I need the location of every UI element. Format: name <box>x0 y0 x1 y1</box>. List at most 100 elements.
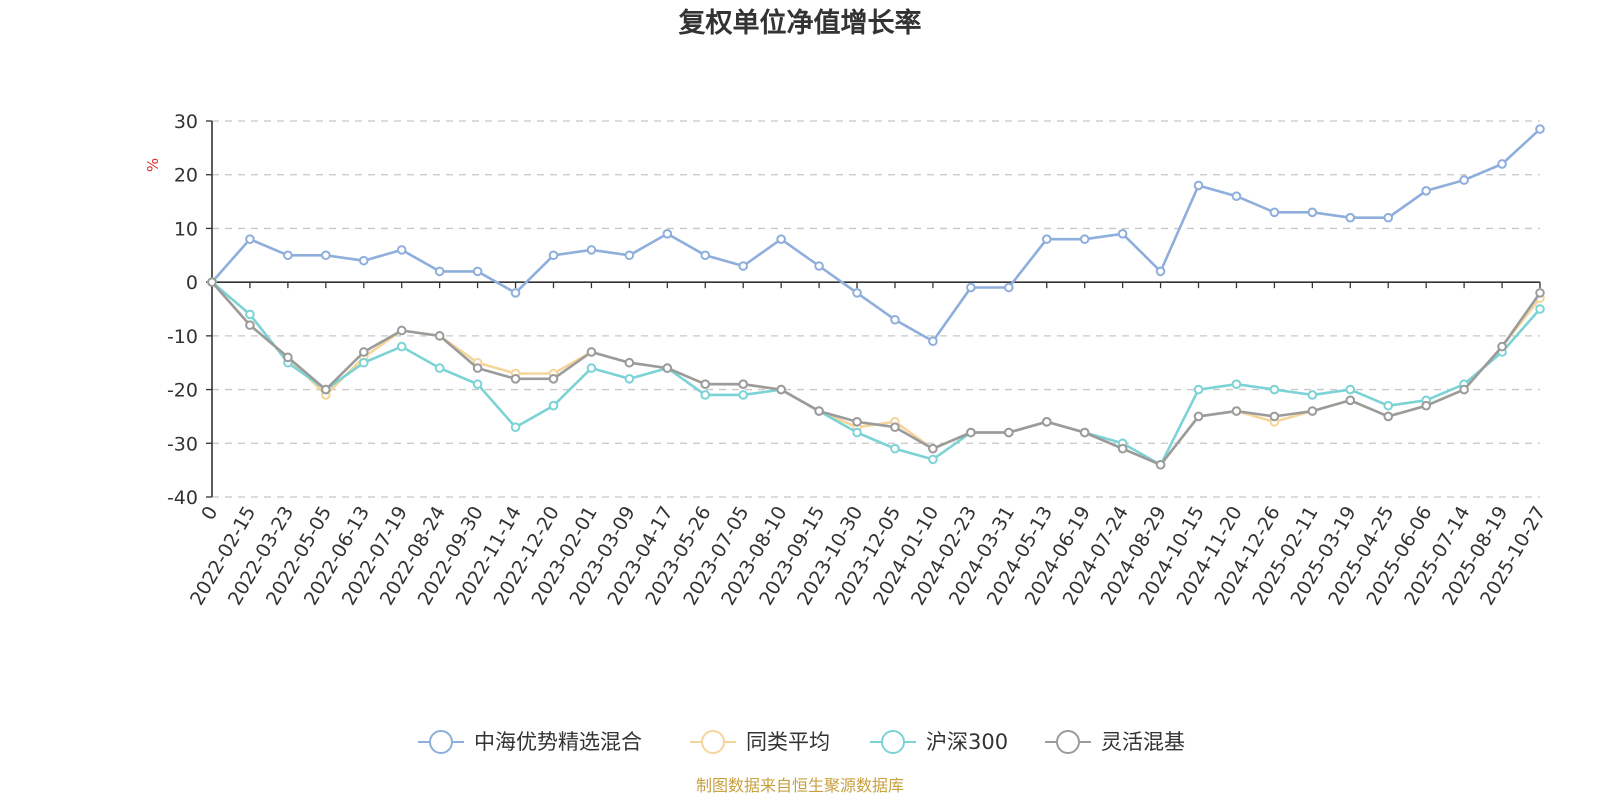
data-point <box>586 245 597 255</box>
data-point <box>1269 411 1280 422</box>
data-point <box>396 245 407 255</box>
data-point <box>1421 186 1431 196</box>
series-line-3 <box>210 280 1542 467</box>
y-tick-label: 10 <box>174 218 198 240</box>
axes: 3020100-10-20-30-4002022-02-152022-03-23… <box>167 111 1550 609</box>
data-point <box>776 384 786 395</box>
data-point <box>1383 411 1394 422</box>
data-point <box>472 379 483 390</box>
legend[interactable]: 中海优势精选混合 同类平均 沪深300 灵活混基 <box>418 730 1185 754</box>
y-tick-label: -20 <box>167 380 198 402</box>
data-point <box>1231 379 1242 390</box>
data-point <box>928 454 938 465</box>
data-point <box>1231 191 1242 201</box>
data-point <box>1535 124 1545 134</box>
y-axis-unit-label: % <box>144 158 162 172</box>
data-point <box>738 390 749 400</box>
data-point <box>814 261 824 271</box>
data-point <box>358 357 369 368</box>
data-point <box>928 443 938 454</box>
legend-label: 中海优势精选混合 <box>474 730 642 754</box>
legend-marker <box>1056 730 1080 754</box>
data-point <box>1193 384 1204 395</box>
data-point <box>1079 234 1090 244</box>
data-point <box>434 266 445 277</box>
data-point <box>1041 417 1052 427</box>
data-point <box>662 363 673 373</box>
legend-label: 同类平均 <box>746 730 830 754</box>
data-point <box>662 229 673 239</box>
data-point <box>1307 207 1318 218</box>
data-point <box>321 384 331 395</box>
legend-item-2[interactable]: 沪深300 <box>870 730 1008 754</box>
legend-marker <box>429 730 453 754</box>
data-point <box>321 250 331 261</box>
data-point <box>207 277 217 287</box>
data-point <box>283 250 293 261</box>
data-point <box>966 282 976 293</box>
y-tick-label: 30 <box>174 111 198 133</box>
data-point <box>434 331 445 341</box>
data-point <box>283 352 293 363</box>
data-point <box>1269 207 1280 218</box>
data-point <box>1307 406 1318 416</box>
legend-item-3[interactable]: 灵活混基 <box>1045 730 1185 754</box>
data-point <box>1004 282 1014 293</box>
data-point <box>396 325 407 336</box>
data-point <box>1345 395 1356 406</box>
data-point <box>510 422 521 432</box>
data-point <box>1193 411 1204 422</box>
data-point <box>700 379 711 390</box>
data-point <box>700 390 711 400</box>
data-point <box>1459 384 1469 395</box>
data-point <box>852 288 862 298</box>
data-point <box>434 363 445 373</box>
data-point <box>1383 400 1394 411</box>
data-point <box>624 357 635 368</box>
data-point <box>624 374 635 384</box>
data-point <box>890 314 900 325</box>
legend-marker <box>881 730 905 754</box>
data-point <box>1117 443 1128 454</box>
y-tick-label: -10 <box>167 326 198 348</box>
data-point <box>548 400 559 411</box>
data-point <box>510 374 521 384</box>
legend-label: 灵活混基 <box>1101 730 1185 754</box>
series-lines <box>207 124 1545 470</box>
legend-marker <box>701 730 725 754</box>
series-line-0 <box>210 127 1542 343</box>
data-point <box>1345 384 1356 395</box>
data-point <box>245 309 255 320</box>
y-tick-label: 0 <box>186 272 198 294</box>
data-point <box>928 336 938 347</box>
data-point <box>358 347 369 357</box>
x-tick-label: 0 <box>197 503 222 524</box>
legend-item-0[interactable]: 中海优势精选混合 <box>418 730 642 754</box>
data-point <box>1231 406 1242 416</box>
data-point <box>738 379 749 390</box>
y-tick-label: -30 <box>167 433 198 455</box>
data-point <box>966 427 976 438</box>
data-point <box>852 417 862 427</box>
series-line-1 <box>210 280 1542 467</box>
source-note: 制图数据来自恒生聚源数据库 <box>696 776 904 795</box>
data-point <box>358 255 369 266</box>
data-point <box>245 234 255 244</box>
data-point <box>1345 212 1356 223</box>
data-point <box>1079 427 1090 438</box>
legend-item-1[interactable]: 同类平均 <box>690 730 830 754</box>
data-point <box>1193 180 1204 191</box>
data-point <box>1307 390 1318 400</box>
legend-label: 沪深300 <box>926 730 1008 754</box>
data-point <box>586 363 597 373</box>
series-line-2 <box>210 280 1542 467</box>
data-point <box>1421 400 1431 411</box>
data-point <box>852 427 862 438</box>
data-point <box>890 443 900 454</box>
data-point <box>814 406 824 416</box>
data-point <box>1497 341 1507 352</box>
data-point <box>1117 229 1128 239</box>
data-point <box>776 234 786 244</box>
chart-title: 复权单位净值增长率 <box>679 7 922 39</box>
